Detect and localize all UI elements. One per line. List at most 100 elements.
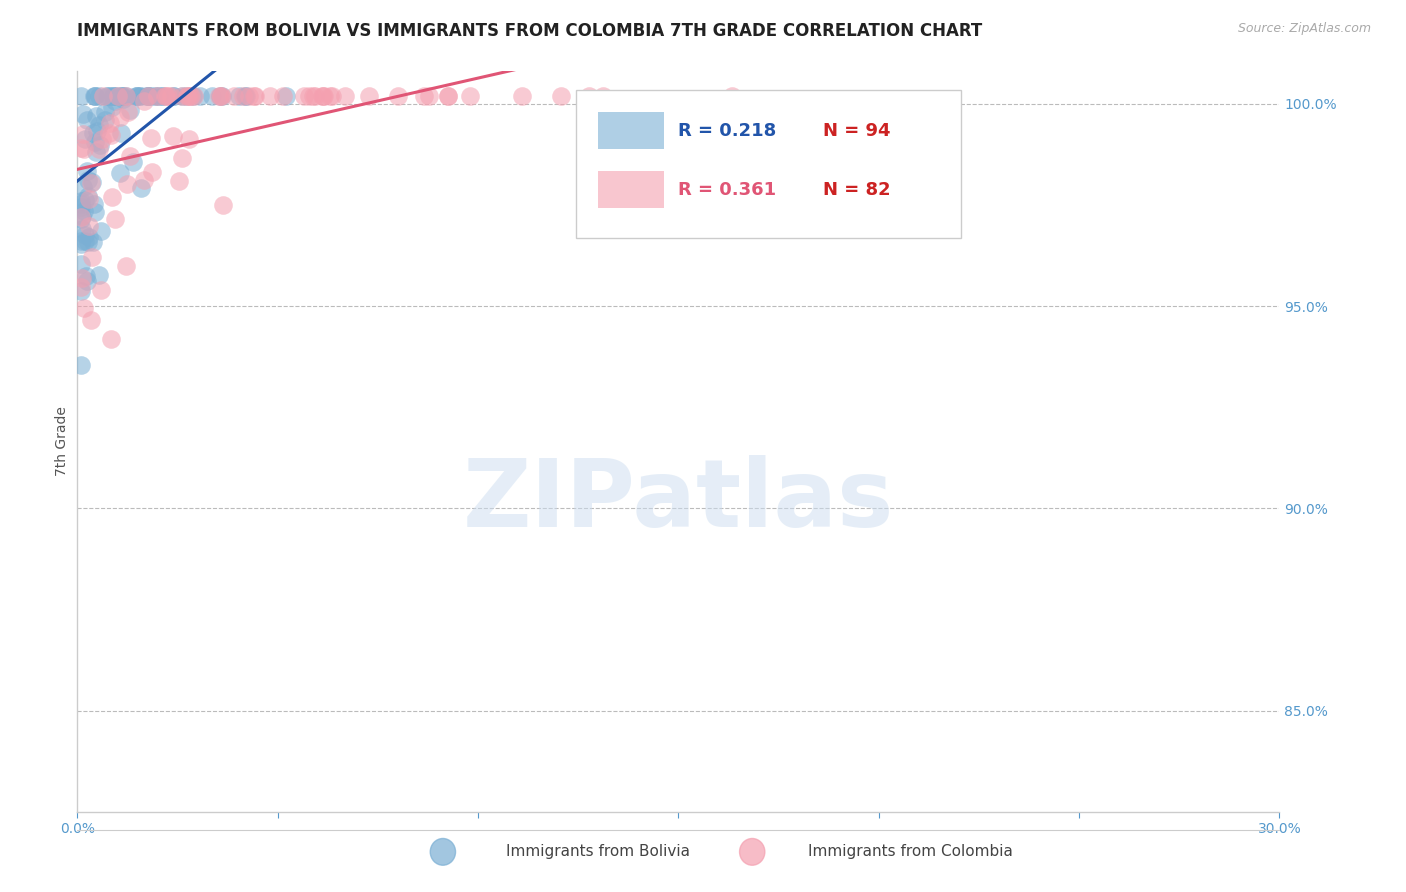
- Point: [228, 88, 250, 103]
- Point: [77, 188, 100, 202]
- Point: [292, 88, 315, 103]
- Point: [77, 219, 100, 233]
- Point: [170, 151, 193, 165]
- Point: [160, 88, 183, 103]
- Point: [125, 88, 148, 103]
- Text: IMMIGRANTS FROM BOLIVIA VS IMMIGRANTS FROM COLOMBIA 7TH GRADE CORRELATION CHART: IMMIGRANTS FROM BOLIVIA VS IMMIGRANTS FR…: [77, 22, 983, 40]
- Point: [83, 136, 105, 150]
- Point: [146, 88, 169, 103]
- Point: [132, 173, 155, 187]
- Point: [135, 88, 157, 103]
- Point: [111, 88, 134, 103]
- Point: [155, 88, 177, 103]
- Point: [107, 88, 129, 103]
- FancyBboxPatch shape: [598, 112, 664, 149]
- Point: [222, 88, 245, 103]
- Point: [578, 88, 600, 103]
- Point: [209, 88, 232, 103]
- Point: [115, 88, 138, 103]
- Point: [162, 88, 184, 103]
- Point: [314, 88, 336, 103]
- Point: [208, 88, 231, 103]
- Point: [90, 224, 112, 238]
- Point: [89, 142, 111, 156]
- Point: [235, 88, 257, 103]
- Point: [70, 210, 93, 224]
- Point: [82, 235, 104, 250]
- Point: [110, 88, 132, 103]
- Point: [118, 149, 141, 163]
- Text: N = 82: N = 82: [823, 181, 890, 199]
- Point: [83, 88, 105, 103]
- Point: [97, 88, 120, 103]
- Point: [80, 175, 103, 189]
- Point: [141, 88, 163, 103]
- Point: [357, 88, 380, 103]
- Point: [209, 88, 232, 103]
- Point: [163, 88, 186, 103]
- Point: [176, 88, 198, 103]
- Point: [412, 88, 434, 103]
- Point: [70, 196, 93, 211]
- Point: [101, 88, 124, 103]
- FancyBboxPatch shape: [598, 171, 664, 209]
- Point: [319, 88, 342, 103]
- Point: [72, 127, 94, 141]
- Point: [201, 88, 224, 103]
- Point: [209, 88, 232, 103]
- Point: [73, 142, 96, 156]
- Point: [387, 88, 409, 103]
- Point: [93, 105, 115, 120]
- Point: [77, 173, 100, 187]
- Point: [75, 193, 97, 207]
- Text: Immigrants from Colombia: Immigrants from Colombia: [808, 845, 1014, 859]
- Point: [101, 100, 124, 114]
- Point: [155, 88, 177, 103]
- Point: [75, 268, 97, 283]
- Point: [148, 88, 170, 103]
- Point: [70, 200, 93, 214]
- Point: [98, 116, 121, 130]
- Point: [238, 88, 260, 103]
- Point: [312, 88, 335, 103]
- Point: [110, 110, 132, 124]
- Point: [437, 88, 460, 103]
- Point: [232, 88, 254, 103]
- Point: [84, 110, 107, 124]
- Y-axis label: 7th Grade: 7th Grade: [55, 407, 69, 476]
- Point: [96, 88, 118, 103]
- Point: [152, 88, 174, 103]
- Point: [70, 88, 93, 103]
- Point: [211, 88, 233, 103]
- Point: [311, 88, 333, 103]
- Point: [110, 88, 132, 103]
- Point: [117, 105, 139, 120]
- Point: [181, 88, 204, 103]
- Point: [179, 132, 201, 146]
- Point: [146, 88, 169, 103]
- Point: [233, 88, 256, 103]
- Point: [70, 209, 93, 223]
- Point: [76, 112, 98, 127]
- Point: [70, 141, 93, 155]
- Text: R = 0.361: R = 0.361: [679, 181, 776, 199]
- Point: [458, 88, 481, 103]
- Point: [89, 268, 111, 282]
- Point: [72, 180, 94, 194]
- Point: [121, 155, 143, 169]
- Point: [83, 197, 105, 211]
- Point: [80, 176, 103, 190]
- Point: [87, 88, 110, 103]
- Point: [70, 257, 93, 271]
- Point: [84, 88, 107, 103]
- Point: [111, 92, 134, 106]
- Point: [304, 88, 326, 103]
- Point: [129, 88, 152, 103]
- Point: [211, 198, 233, 212]
- Point: [70, 284, 93, 298]
- Point: [138, 88, 160, 103]
- Point: [243, 88, 266, 103]
- Point: [105, 88, 128, 103]
- Point: [80, 313, 103, 327]
- Point: [592, 88, 614, 103]
